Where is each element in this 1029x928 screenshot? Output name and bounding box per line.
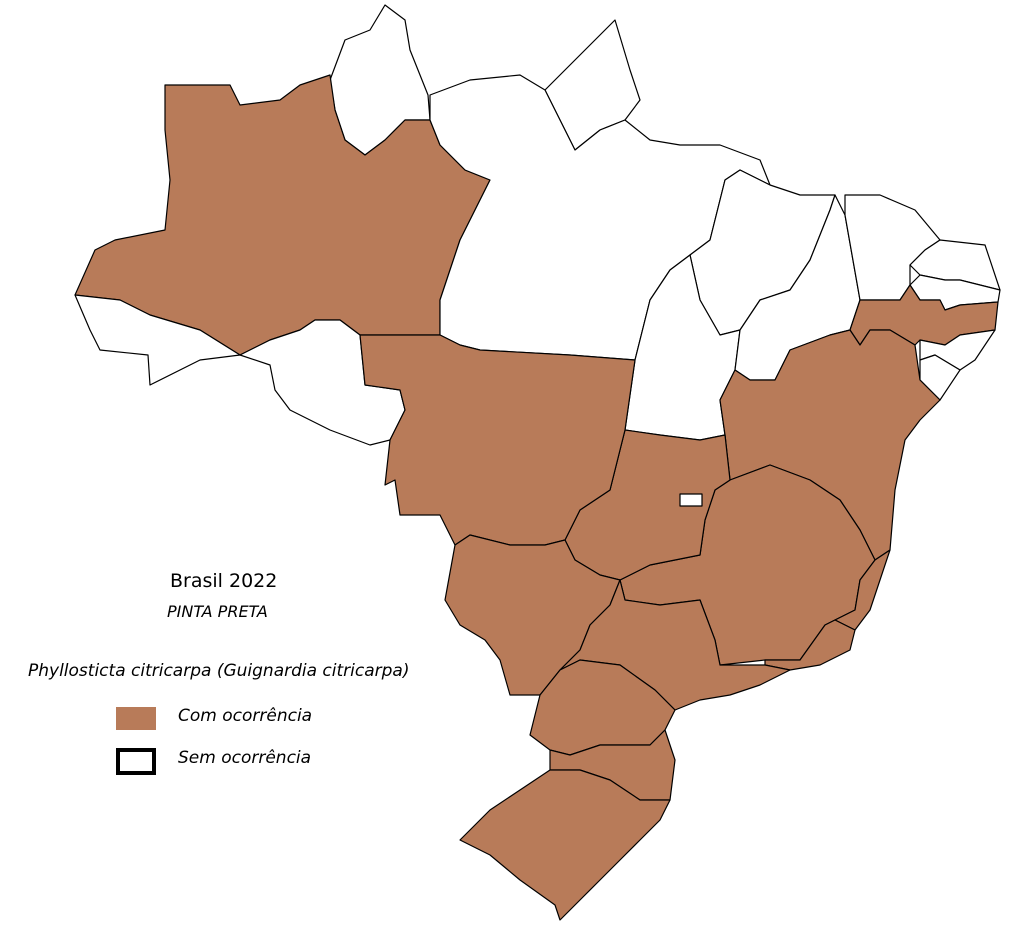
species-name: Phyllosticta citricarpa (Guignardia citr…: [28, 661, 410, 681]
state-RS: [459, 769, 671, 921]
legend-swatch-no-occurrence: [116, 748, 156, 775]
map-title: Brasil 2022: [170, 570, 278, 592]
map-subtitle: PINTA PRETA: [167, 602, 268, 621]
legend-label-occurrence: Com ocorrência: [178, 706, 313, 726]
state-DF: [679, 493, 703, 507]
state-SP: [559, 579, 791, 711]
legend-swatch-occurrence: [116, 707, 156, 730]
state-AC: [74, 294, 241, 386]
legend-label-no-occurrence: Sem ocorrência: [178, 748, 312, 768]
